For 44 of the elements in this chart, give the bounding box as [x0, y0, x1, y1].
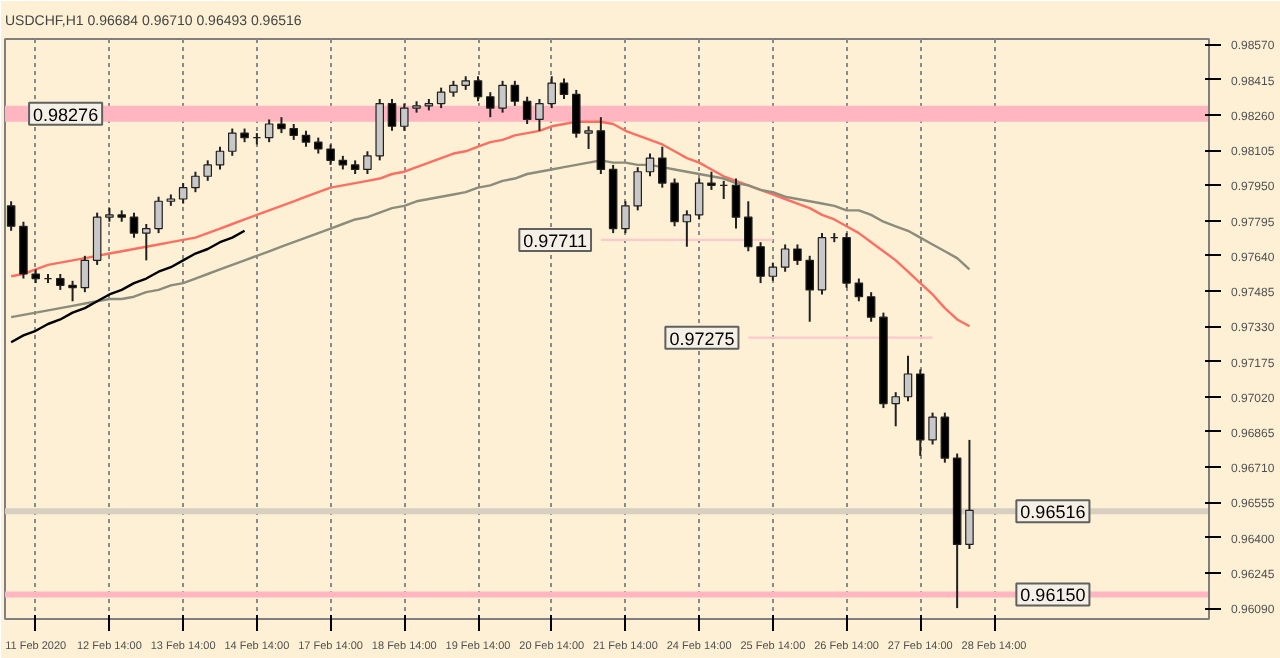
candlestick: [780, 243, 790, 273]
candlestick: [842, 232, 851, 289]
candlestick: [522, 95, 532, 125]
candlestick: [866, 291, 876, 323]
candlestick: [363, 150, 372, 175]
candlestick: [670, 177, 679, 228]
candlestick: [473, 75, 483, 103]
ref-line-label: 0.96150: [1020, 585, 1086, 606]
line-series: [9, 229, 246, 344]
candlestick: [940, 411, 950, 464]
series-label: 0.97711: [523, 230, 588, 251]
candlestick: [6, 200, 16, 232]
candlestick: [191, 170, 200, 194]
band-label: 0.98276: [33, 104, 99, 125]
candlestick: [203, 159, 212, 182]
candlestick: [596, 116, 606, 175]
candlestick: [326, 143, 335, 166]
candlestick: [768, 261, 778, 282]
candlestick: [387, 98, 397, 132]
candlestick: [633, 166, 642, 212]
candlestick: [92, 211, 102, 266]
candlestick: [658, 145, 667, 189]
candlestick: [510, 79, 520, 107]
candlestick: [903, 354, 913, 403]
candlestick: [129, 211, 139, 239]
candlestick: [80, 254, 90, 294]
candlestick: [965, 438, 974, 550]
candlestick: [621, 200, 630, 235]
candlestick: [215, 145, 225, 171]
candlestick: [694, 177, 704, 221]
candlestick: [19, 220, 28, 280]
candlestick: [559, 77, 569, 100]
candlestick: [731, 177, 741, 230]
candlestick: [645, 152, 655, 178]
candlestick: [854, 277, 864, 303]
series-label: 0.97275: [669, 328, 735, 349]
candlestick: [682, 209, 692, 248]
candlestick: [400, 102, 409, 132]
candlestick: [707, 170, 716, 191]
candlestick: [178, 182, 188, 205]
candlestick: [68, 279, 77, 303]
candlestick: [436, 86, 446, 110]
ref-line-label: 0.96516: [1020, 502, 1086, 523]
candlestick: [264, 118, 274, 144]
